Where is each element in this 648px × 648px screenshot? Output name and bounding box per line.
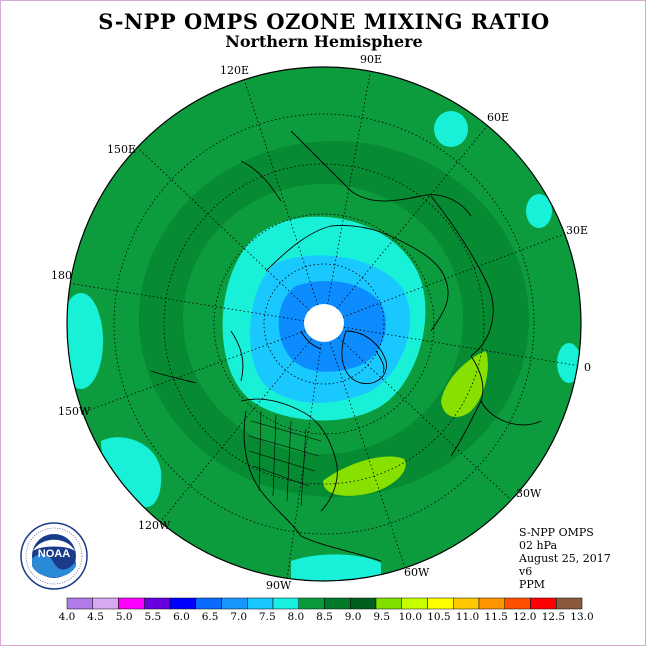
colorbar-tick-label: 12.5 <box>542 611 565 623</box>
graticule <box>67 67 581 580</box>
lon-label-90e: 90E <box>360 53 383 66</box>
info-date: August 25, 2017 <box>519 552 611 565</box>
colorbar-swatch <box>530 597 557 610</box>
lon-label-150e: 150E <box>107 143 137 156</box>
colorbar-swatch <box>375 597 402 610</box>
colorbar-swatch <box>247 597 274 610</box>
map-boundary <box>66 66 582 582</box>
colorbar-tick-label: 9.0 <box>345 611 362 623</box>
colorbar-tick-label: 10.5 <box>427 611 450 623</box>
colorbar-tick-label: 9.5 <box>373 611 390 623</box>
colorbar-tick-label: 11.5 <box>484 611 507 623</box>
colorbar-tick-label: 7.5 <box>259 611 276 623</box>
lon-label-30w: 30W <box>516 487 542 500</box>
colorbar-tick-label: 6.0 <box>173 611 190 623</box>
colorbar-swatch <box>118 597 145 610</box>
noaa-logo: NOAA <box>20 522 88 590</box>
colorbar-swatch <box>92 597 119 610</box>
colorbar-tick-label: 5.0 <box>116 611 133 623</box>
colorbar-swatch <box>195 597 222 610</box>
colorbar-tick-label: 8.5 <box>316 611 333 623</box>
lon-label-120e: 120E <box>220 64 250 77</box>
lon-label-180: 180 <box>51 269 72 282</box>
lon-label-120w: 120W <box>138 519 171 532</box>
ozone-field <box>67 67 581 581</box>
colorbar-tick-label: 13.0 <box>570 611 593 623</box>
lon-label-60w: 60W <box>404 566 430 579</box>
patch-southwest <box>101 437 162 508</box>
info-instrument: S-NPP OMPS <box>519 526 594 539</box>
lon-label-30e: 30E <box>566 224 589 237</box>
colorbar-tick-label: 4.5 <box>87 611 104 623</box>
info-units: PPM <box>519 578 546 591</box>
colorbar-tick-label: 11.0 <box>456 611 479 623</box>
colorbar-swatch <box>169 597 196 610</box>
colorbar-swatch <box>453 597 480 610</box>
colorbar-swatch <box>324 597 351 610</box>
lon-label-60e: 60E <box>487 111 510 124</box>
colorbar-swatch <box>272 597 299 610</box>
colorbar-swatch <box>401 597 428 610</box>
patch-south <box>291 554 381 581</box>
colorbar-tick-label: 4.0 <box>59 611 76 623</box>
patch-north <box>434 111 468 147</box>
lon-label-150w: 150W <box>58 405 91 418</box>
lon-label-90w: 90W <box>266 579 292 592</box>
coastlines <box>150 130 542 562</box>
page-title: S-NPP OMPS OZONE MIXING RATIO <box>98 9 550 34</box>
page-subtitle: Northern Hemisphere <box>225 32 423 51</box>
colorbar-swatch <box>144 597 171 610</box>
colorbar-tick-label: 8.0 <box>288 611 305 623</box>
colorbar-swatch <box>66 597 93 610</box>
info-level: 02 hPa <box>519 539 558 552</box>
colorbar-swatch <box>350 597 377 610</box>
colorbar-tick-label: 10.0 <box>399 611 422 623</box>
patch-east <box>526 194 552 228</box>
colorbar-tick-label: 12.0 <box>513 611 536 623</box>
colorbar-swatch <box>504 597 531 610</box>
info-version: v6 <box>519 565 533 578</box>
us-states <box>248 410 322 507</box>
pole-gap <box>304 304 344 342</box>
colorbar-swatch <box>427 597 454 610</box>
logo-text: NOAA <box>38 548 70 560</box>
colorbar-swatch <box>478 597 505 610</box>
lon-label-0: 0 <box>584 361 591 374</box>
colorbar-swatch <box>298 597 325 610</box>
colorbar-tick-label: 7.0 <box>230 611 247 623</box>
band-9.0-9.5-east <box>441 351 488 417</box>
colorbar-tick-label: 6.5 <box>202 611 219 623</box>
patch-right <box>557 343 581 383</box>
colorbar-tick-label: 5.5 <box>144 611 161 623</box>
colorbar-swatch <box>221 597 248 610</box>
info-block: S-NPP OMPS 02 hPa August 25, 2017 v6 PPM <box>519 526 611 591</box>
band-9.0-9.5-south <box>323 456 406 496</box>
colorbar-swatch <box>556 597 583 610</box>
